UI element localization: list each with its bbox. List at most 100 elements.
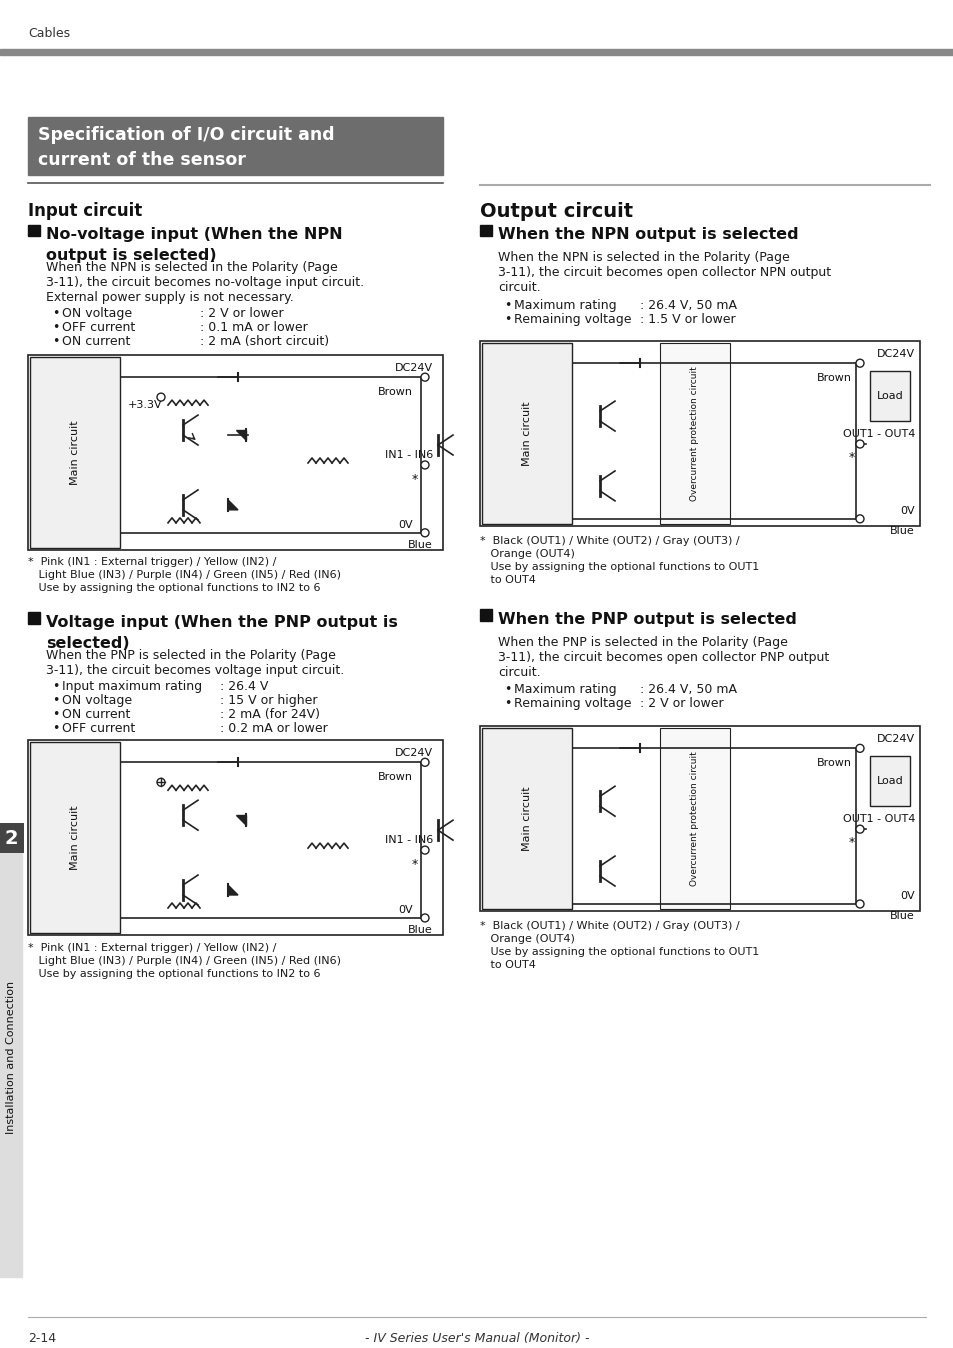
Text: Light Blue (IN3) / Purple (IN4) / Green (IN5) / Red (IN6): Light Blue (IN3) / Purple (IN4) / Green … <box>28 570 340 580</box>
Text: : 26.4 V, 50 mA: : 26.4 V, 50 mA <box>639 683 737 697</box>
Polygon shape <box>228 500 237 510</box>
Bar <box>869 756 909 806</box>
Text: 0V: 0V <box>900 891 914 900</box>
Text: : 2 V or lower: : 2 V or lower <box>639 697 723 710</box>
Text: : 2 mA (for 24V): : 2 mA (for 24V) <box>220 709 319 721</box>
Bar <box>479 727 919 911</box>
Text: Input circuit: Input circuit <box>28 202 142 220</box>
Circle shape <box>855 825 863 833</box>
Text: •: • <box>503 299 511 313</box>
Text: Specification of I/O circuit and
current of the sensor: Specification of I/O circuit and current… <box>38 127 335 168</box>
Text: Brown: Brown <box>377 387 413 398</box>
Circle shape <box>855 515 863 523</box>
Text: Main circuit: Main circuit <box>521 402 532 466</box>
Text: : 15 V or higher: : 15 V or higher <box>220 694 317 708</box>
Text: •: • <box>52 723 59 736</box>
Text: Voltage input (When the PNP output is
selected): Voltage input (When the PNP output is se… <box>46 615 397 651</box>
Bar <box>0 49 953 55</box>
Text: •: • <box>52 336 59 348</box>
Bar <box>30 357 120 547</box>
Text: : 26.4 V: : 26.4 V <box>220 681 268 693</box>
Circle shape <box>855 900 863 909</box>
Text: *: * <box>848 452 854 464</box>
Text: to OUT4: to OUT4 <box>479 574 536 585</box>
Text: 3-11), the circuit becomes voltage input circuit.: 3-11), the circuit becomes voltage input… <box>46 663 344 677</box>
Text: Input maximum rating: Input maximum rating <box>62 681 202 693</box>
Text: *  Pink (IN1 : External trigger) / Yellow (IN2) /: * Pink (IN1 : External trigger) / Yellow… <box>28 942 276 953</box>
Text: When the PNP is selected in the Polarity (Page: When the PNP is selected in the Polarity… <box>497 636 787 648</box>
Circle shape <box>157 394 165 402</box>
Text: Blue: Blue <box>889 911 914 921</box>
Text: Cables: Cables <box>28 27 71 40</box>
Text: Overcurrent protection circuit: Overcurrent protection circuit <box>690 751 699 886</box>
Text: Maximum rating: Maximum rating <box>514 299 616 313</box>
Text: •: • <box>503 313 511 326</box>
Text: •: • <box>52 694 59 708</box>
Polygon shape <box>235 816 246 825</box>
Text: When the NPN output is selected: When the NPN output is selected <box>497 228 798 243</box>
Text: DC24V: DC24V <box>876 735 914 744</box>
Text: IN1 - IN6: IN1 - IN6 <box>384 450 433 460</box>
Circle shape <box>855 439 863 448</box>
Text: DC24V: DC24V <box>395 363 433 373</box>
Bar <box>869 371 909 421</box>
Text: circuit.: circuit. <box>497 666 540 678</box>
Bar <box>479 341 919 526</box>
Text: *  Black (OUT1) / White (OUT2) / Gray (OUT3) /: * Black (OUT1) / White (OUT2) / Gray (OU… <box>479 921 739 931</box>
Text: Main circuit: Main circuit <box>521 786 532 851</box>
Text: •: • <box>52 307 59 321</box>
Text: : 0.1 mA or lower: : 0.1 mA or lower <box>200 321 308 334</box>
Text: OFF current: OFF current <box>62 321 135 334</box>
Polygon shape <box>235 430 246 439</box>
Text: : 1.5 V or lower: : 1.5 V or lower <box>639 313 735 326</box>
Text: •: • <box>52 681 59 693</box>
Text: Brown: Brown <box>816 759 851 768</box>
Text: 0V: 0V <box>900 506 914 516</box>
Text: +3.3V: +3.3V <box>128 400 162 410</box>
Text: 3-11), the circuit becomes no-voltage input circuit.: 3-11), the circuit becomes no-voltage in… <box>46 276 364 290</box>
Text: Overcurrent protection circuit: Overcurrent protection circuit <box>690 367 699 501</box>
Bar <box>28 225 40 236</box>
Bar <box>28 612 40 624</box>
Text: 2-14: 2-14 <box>28 1332 56 1345</box>
Bar <box>659 344 729 524</box>
Text: - IV Series User's Manual (Monitor) -: - IV Series User's Manual (Monitor) - <box>364 1332 589 1345</box>
Text: Maximum rating: Maximum rating <box>514 683 616 697</box>
Text: Brown: Brown <box>816 373 851 383</box>
Bar <box>28 740 442 936</box>
Text: : 2 V or lower: : 2 V or lower <box>200 307 283 321</box>
Text: Blue: Blue <box>408 539 433 550</box>
Text: 2: 2 <box>4 829 18 848</box>
Text: 0V: 0V <box>398 905 413 915</box>
Circle shape <box>420 759 429 766</box>
Text: ON current: ON current <box>62 709 131 721</box>
Text: •: • <box>52 709 59 721</box>
Circle shape <box>855 744 863 752</box>
Text: •: • <box>503 683 511 697</box>
Text: Light Blue (IN3) / Purple (IN4) / Green (IN5) / Red (IN6): Light Blue (IN3) / Purple (IN4) / Green … <box>28 956 340 967</box>
Text: Blue: Blue <box>889 526 914 537</box>
Bar <box>479 225 492 236</box>
Bar <box>28 356 442 550</box>
Text: •: • <box>52 321 59 334</box>
Bar <box>28 117 442 175</box>
Text: ON voltage: ON voltage <box>62 694 132 708</box>
Text: *: * <box>412 473 417 485</box>
Text: ON voltage: ON voltage <box>62 307 132 321</box>
Text: DC24V: DC24V <box>395 748 433 759</box>
Text: When the NPN is selected in the Polarity (Page: When the NPN is selected in the Polarity… <box>46 262 337 275</box>
Circle shape <box>420 373 429 381</box>
Text: Blue: Blue <box>408 925 433 936</box>
Text: Use by assigning the optional functions to OUT1: Use by assigning the optional functions … <box>479 562 759 572</box>
Text: •: • <box>503 697 511 710</box>
Circle shape <box>420 914 429 922</box>
Text: Remaining voltage: Remaining voltage <box>514 313 631 326</box>
Text: Brown: Brown <box>377 772 413 782</box>
Text: DC24V: DC24V <box>876 349 914 359</box>
Text: When the NPN is selected in the Polarity (Page: When the NPN is selected in the Polarity… <box>497 252 789 264</box>
Text: : 26.4 V, 50 mA: : 26.4 V, 50 mA <box>639 299 737 313</box>
Circle shape <box>855 359 863 367</box>
Circle shape <box>420 528 429 537</box>
Circle shape <box>420 847 429 855</box>
Circle shape <box>157 778 165 786</box>
